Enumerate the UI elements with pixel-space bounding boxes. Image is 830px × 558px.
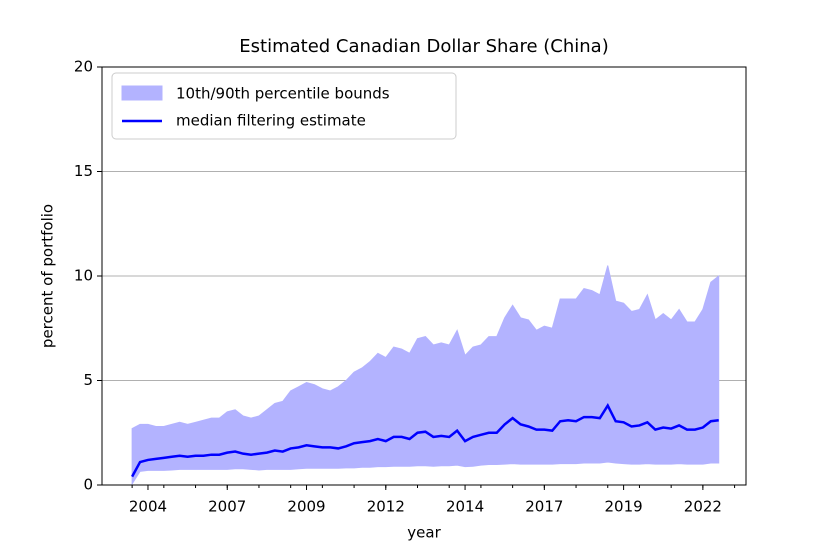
y-tick-label: 20 <box>74 58 93 76</box>
median-line <box>131 403 719 478</box>
plot-frame <box>101 66 747 486</box>
y-tick-label: 0 <box>83 476 93 494</box>
legend-swatch <box>121 85 163 101</box>
x-tick-label: 2014 <box>446 498 484 516</box>
legend-label: 10th/90th percentile bounds <box>176 85 390 103</box>
percentile-band <box>131 265 720 486</box>
chart-title: Estimated Canadian Dollar Share (China) <box>239 36 608 57</box>
x-tick-label: 2009 <box>287 498 325 516</box>
x-tick-label: 2017 <box>525 498 563 516</box>
x-tick-label: 2019 <box>605 498 643 516</box>
x-axis-label: year <box>407 524 441 542</box>
legend-box <box>111 72 457 140</box>
x-tick-label: 2012 <box>367 498 405 516</box>
legend-label: median filtering estimate <box>176 112 366 130</box>
y-tick-label: 15 <box>74 162 93 180</box>
y-tick-label: 10 <box>74 267 93 285</box>
x-tick-label: 2007 <box>208 498 246 516</box>
y-tick-label: 5 <box>83 371 93 389</box>
x-tick-label: 2022 <box>684 498 722 516</box>
x-tick-label: 2004 <box>129 498 167 516</box>
y-axis-label: percent of portfolio <box>39 204 57 348</box>
